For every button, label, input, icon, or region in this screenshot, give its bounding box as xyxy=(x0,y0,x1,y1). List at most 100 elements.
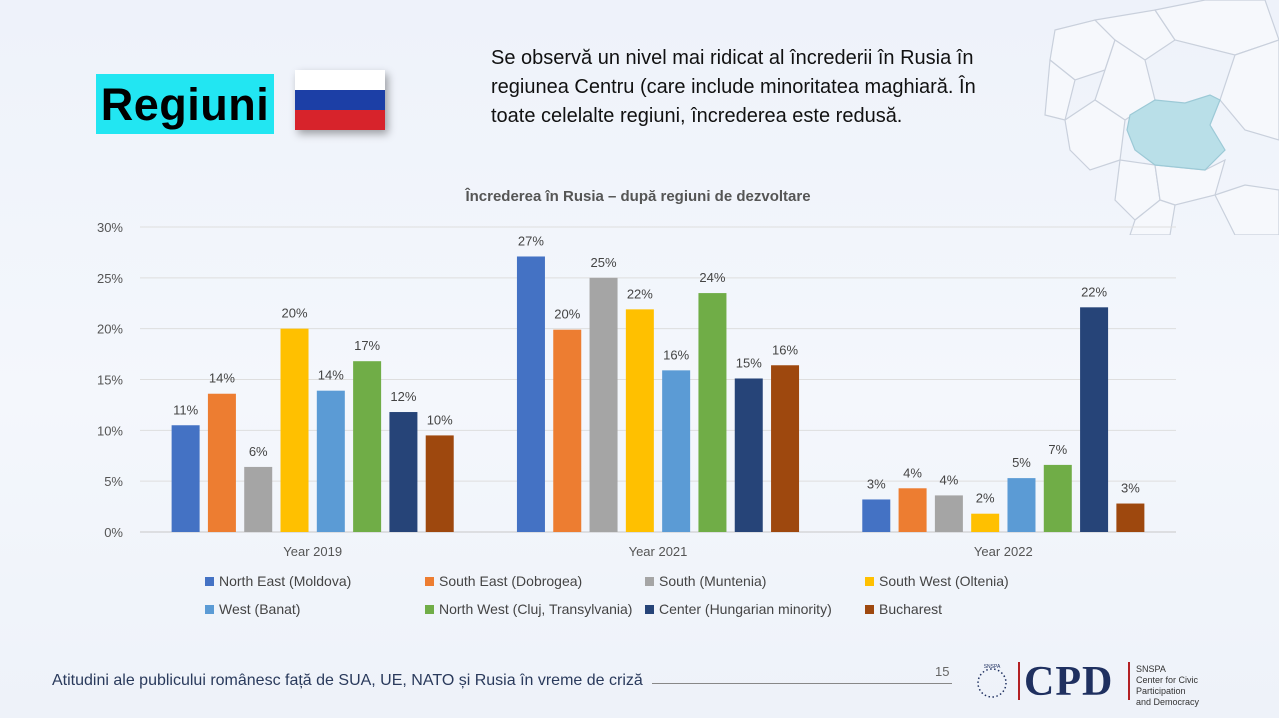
logo-subtitle-line: and Democracy xyxy=(1136,697,1200,707)
logo-bar-right xyxy=(1128,662,1130,700)
data-label: 24% xyxy=(699,270,725,285)
legend-label: North West (Cluj, Transylvania) xyxy=(439,601,633,617)
data-label: 4% xyxy=(903,465,922,480)
romania-map-icon xyxy=(1044,0,1279,235)
y-tick-label: 15% xyxy=(97,373,123,388)
bar xyxy=(898,488,927,532)
y-tick-label: 0% xyxy=(104,525,123,540)
data-label: 25% xyxy=(591,255,617,270)
bar xyxy=(244,466,273,532)
logo-subtitle: SNSPA Center for Civic Participation and… xyxy=(1136,664,1246,708)
bar xyxy=(425,435,454,532)
data-label: 15% xyxy=(736,355,762,370)
legend-swatch xyxy=(865,576,874,586)
data-label: 4% xyxy=(939,472,958,487)
logo-subtitle-line: SNSPA xyxy=(1136,664,1166,674)
data-label: 27% xyxy=(518,233,544,248)
bar xyxy=(316,390,345,532)
data-label: 6% xyxy=(249,444,268,459)
y-tick-label: 10% xyxy=(97,423,123,438)
data-label: 14% xyxy=(318,368,344,383)
data-label: 14% xyxy=(209,371,235,386)
x-category-label: Year 2019 xyxy=(283,544,342,559)
intro-text: Se observă un nivel mai ridicat al încre… xyxy=(491,47,976,127)
data-label: 3% xyxy=(867,476,886,491)
legend-label: South East (Dobrogea) xyxy=(439,573,583,589)
chart-legend: North East (Moldova) South East (Dobrogea… xyxy=(205,572,1065,618)
legend-swatch xyxy=(865,604,874,614)
seal-text: SNSPA xyxy=(984,664,1001,670)
legend-label: North East (Moldova) xyxy=(219,573,352,589)
legend-item: South East (Dobrogea) xyxy=(425,572,645,590)
bar xyxy=(353,361,382,532)
legend-item: North West (Cluj, Transylvania) xyxy=(425,600,645,618)
legend-swatch xyxy=(425,604,434,614)
legend-label: West (Banat) xyxy=(219,601,301,617)
bar xyxy=(280,328,309,532)
data-label: 20% xyxy=(554,307,580,322)
legend-item: South (Muntenia) xyxy=(645,572,865,590)
legend-item: West (Banat) xyxy=(205,600,425,618)
data-label: 2% xyxy=(976,491,995,506)
y-tick-label: 5% xyxy=(104,474,123,489)
data-label: 7% xyxy=(1048,442,1067,457)
legend-label: South (Muntenia) xyxy=(659,573,767,589)
y-tick-label: 30% xyxy=(97,220,123,235)
bar xyxy=(934,495,963,532)
bar xyxy=(553,329,582,532)
legend-label: Bucharest xyxy=(879,601,943,617)
bar xyxy=(698,293,727,532)
bar xyxy=(516,256,545,532)
y-tick-label: 20% xyxy=(97,322,123,337)
x-category-label: Year 2021 xyxy=(629,544,688,559)
bar xyxy=(589,277,618,532)
data-label: 17% xyxy=(354,338,380,353)
legend-label: South West (Oltenia) xyxy=(879,573,1009,589)
bar xyxy=(662,370,691,532)
legend-swatch xyxy=(645,604,654,614)
legend-label: Center (Hungarian minority) xyxy=(659,601,832,617)
bar xyxy=(625,309,654,532)
page-heading: Regiuni xyxy=(96,74,274,134)
bar xyxy=(862,499,891,532)
page-number: 15 xyxy=(935,664,950,679)
footer-title: Atitudini ale publicului românesc față d… xyxy=(52,672,643,689)
legend-item: Bucharest xyxy=(865,600,1065,618)
y-tick-label: 25% xyxy=(97,271,123,286)
bar xyxy=(971,513,1000,532)
bar xyxy=(1043,464,1072,532)
data-label: 16% xyxy=(772,342,798,357)
chart-title: Încrederea în Rusia – după regiuni de de… xyxy=(465,188,811,205)
cpd-logo: CPD xyxy=(1024,659,1114,705)
x-category-label: Year 2022 xyxy=(974,544,1033,559)
bar xyxy=(1116,503,1145,532)
bar xyxy=(1080,307,1109,532)
footer-divider xyxy=(652,683,952,684)
data-label: 12% xyxy=(390,389,416,404)
data-label: 3% xyxy=(1121,481,1140,496)
data-label: 10% xyxy=(427,412,453,427)
flag-stripe-red xyxy=(295,110,385,130)
data-label: 16% xyxy=(663,347,689,362)
data-label: 22% xyxy=(627,286,653,301)
data-label: 20% xyxy=(282,306,308,321)
legend-swatch xyxy=(205,576,214,586)
bar xyxy=(171,425,200,532)
legend-swatch xyxy=(425,576,434,586)
legend-swatch xyxy=(645,576,654,586)
bar xyxy=(389,412,418,532)
logo-subtitle-line: Center for Civic Participation xyxy=(1136,675,1199,696)
legend-item: Center (Hungarian minority) xyxy=(645,600,865,618)
data-label: 11% xyxy=(173,402,198,417)
bar xyxy=(207,393,236,532)
legend-item: South West (Oltenia) xyxy=(865,572,1065,590)
flag-stripe-white xyxy=(295,70,385,90)
data-label: 22% xyxy=(1081,284,1107,299)
bar xyxy=(1007,478,1036,532)
data-label: 5% xyxy=(1012,455,1031,470)
bar xyxy=(771,365,800,532)
bar xyxy=(734,378,763,532)
snspa-seal-icon: SNSPA xyxy=(977,664,1007,698)
russia-flag-icon xyxy=(295,70,385,130)
